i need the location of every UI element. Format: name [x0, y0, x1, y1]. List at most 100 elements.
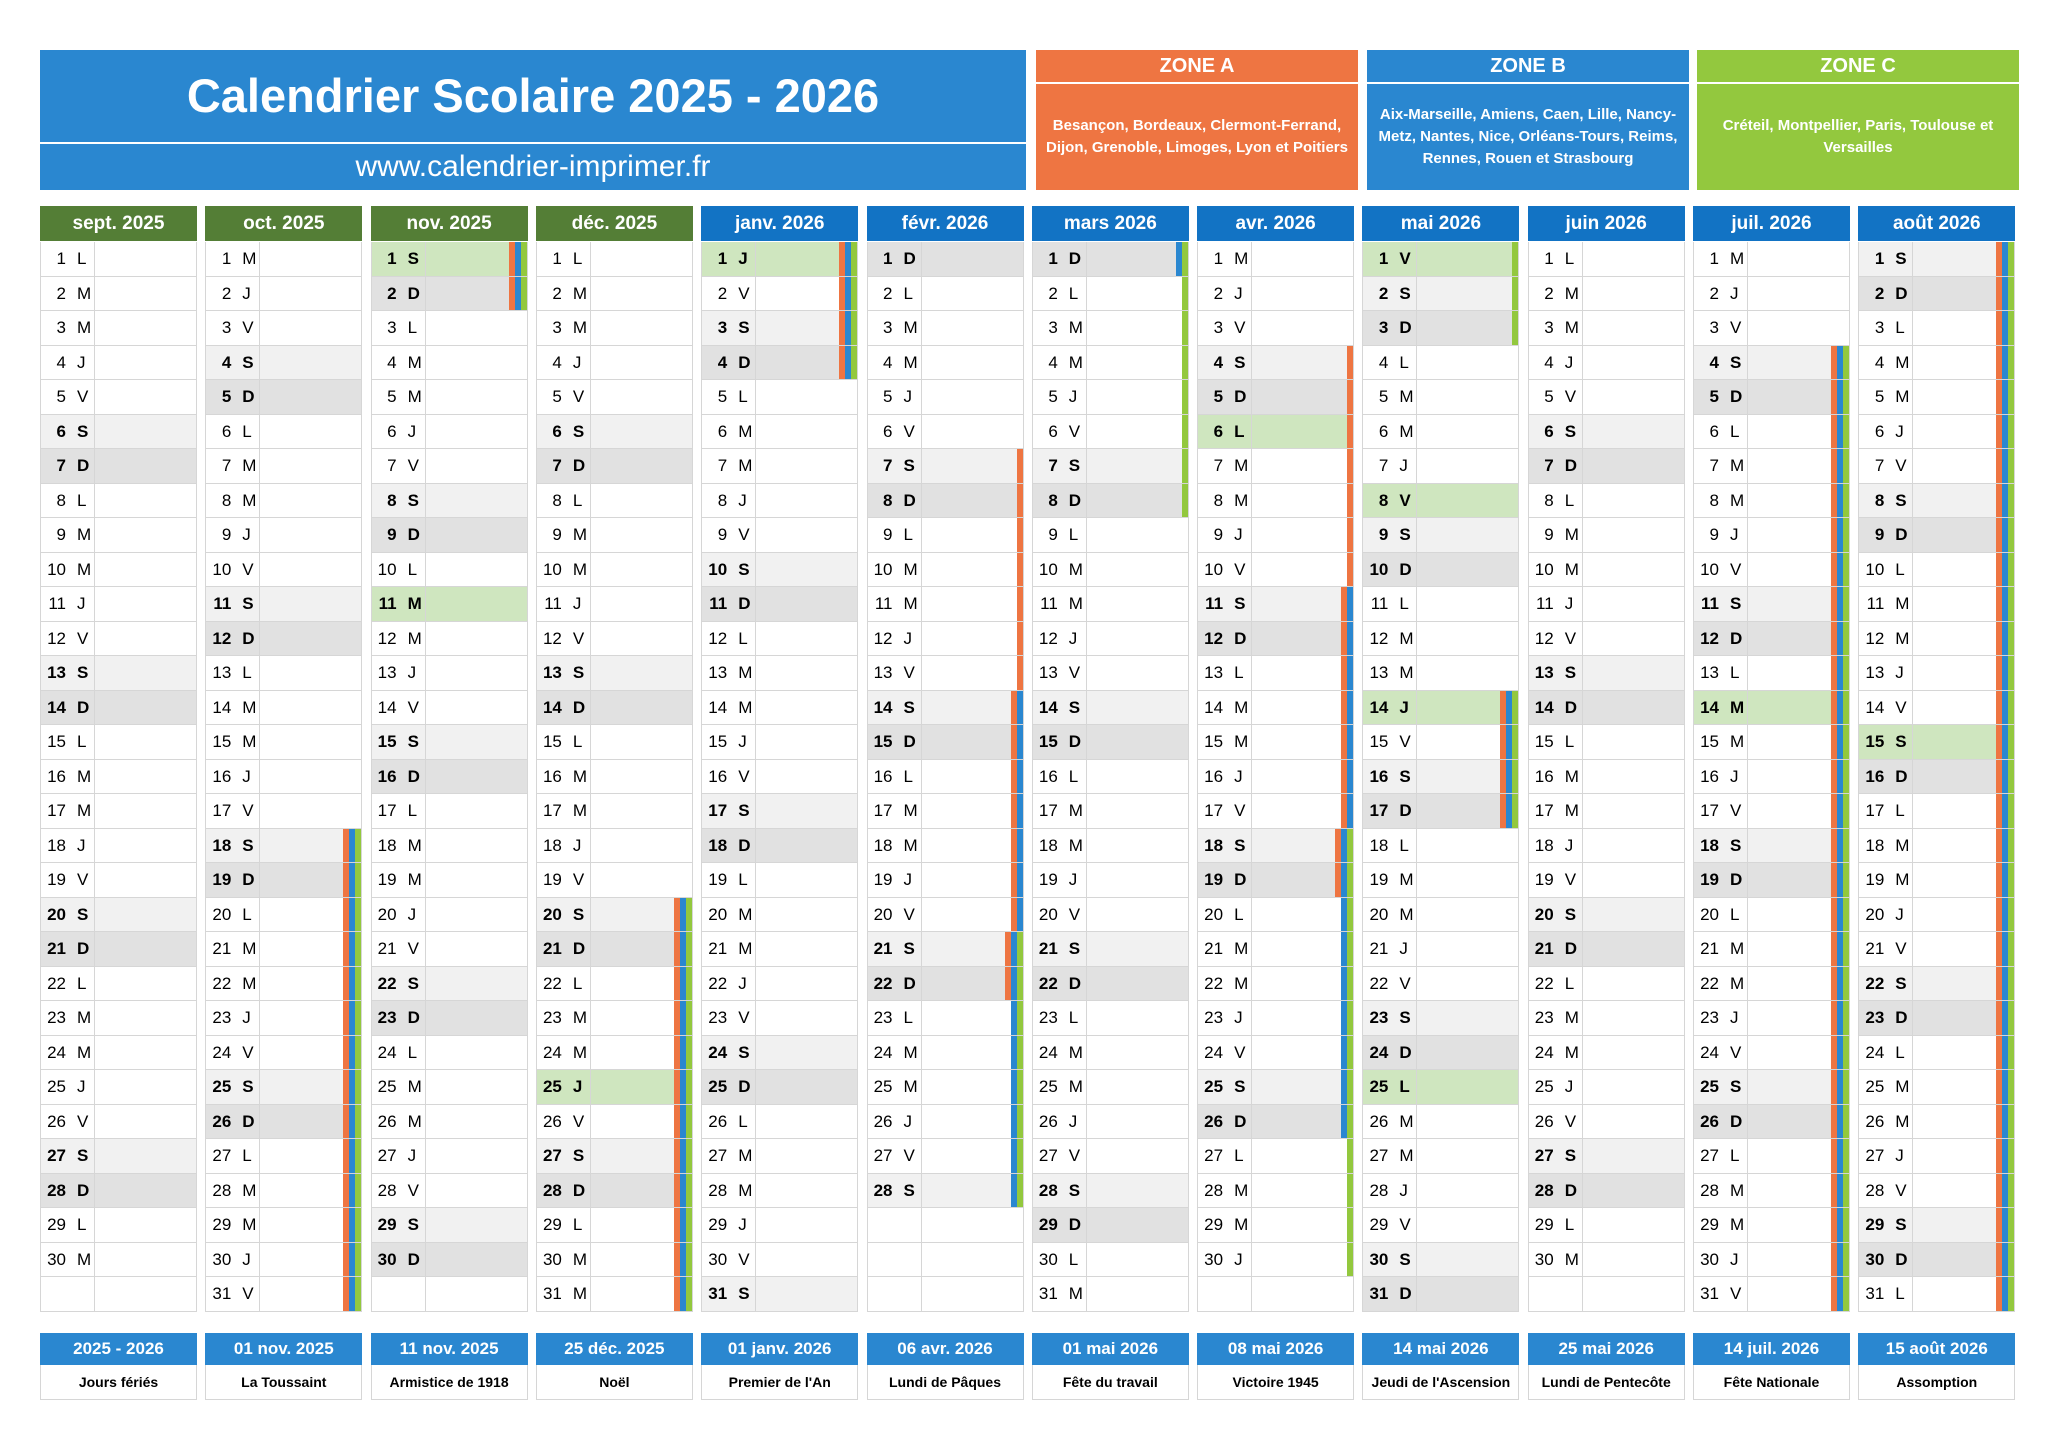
day-number: 1	[1544, 249, 1554, 268]
cell-divider	[589, 1070, 591, 1104]
day-cell: 22 L	[535, 966, 693, 1001]
day-letter: V	[1564, 628, 1577, 648]
day-letter: S	[1399, 1249, 1411, 1269]
cell-divider	[1085, 518, 1087, 552]
day-letter: M	[1895, 594, 1910, 613]
day-number: 30	[1865, 1249, 1885, 1269]
zone-c-vacation-bar	[1347, 1001, 1354, 1035]
day-letter: S	[1895, 732, 1907, 751]
cell-divider	[1251, 863, 1253, 897]
zone-c-vacation-bar	[355, 1242, 362, 1276]
day-letter: V	[242, 318, 254, 337]
day-cell: 25 J	[40, 1070, 197, 1105]
day-cell: 29 D	[1031, 1208, 1189, 1243]
day-number: 13	[1038, 663, 1058, 682]
day-number: 27	[1204, 1146, 1224, 1165]
zone-b-vacation-bar	[2002, 276, 2009, 310]
day-cell: 13 L	[1197, 656, 1355, 691]
zone-b-vacation-bar	[349, 1001, 356, 1035]
cell-divider	[1581, 690, 1583, 724]
day-letter: M	[1068, 594, 1083, 613]
zone-c-cities: Créteil, Montpellier, Paris, Toulouse et…	[1722, 117, 1994, 156]
holiday-item: 06 avr. 2026 Lundi de Pâques	[866, 1333, 1024, 1400]
day-cell: 23 D	[1858, 1001, 2016, 1036]
day-letter: J	[77, 594, 86, 613]
zone-a-vacation-bar	[1996, 1139, 2003, 1173]
day-letter: D	[903, 973, 916, 993]
day-cell: 25 M	[866, 1070, 1024, 1105]
cell-divider	[1251, 1208, 1253, 1242]
day-number: 11	[213, 594, 232, 613]
cell-divider	[920, 863, 922, 897]
day-letter: S	[1068, 456, 1081, 475]
zone-c-vacation-bar	[2008, 1001, 2015, 1035]
zone-b-vacation-bar	[679, 1173, 686, 1207]
day-letter: D	[1234, 1111, 1247, 1131]
cell-divider	[1581, 1277, 1583, 1311]
cell-divider	[94, 932, 95, 966]
zone-c-vacation-bar	[1512, 794, 1519, 828]
day-cell: 25 M	[1031, 1070, 1189, 1105]
zone-b-vacation-bar	[1010, 1070, 1017, 1104]
cell-divider	[259, 552, 261, 586]
cell-divider	[1416, 966, 1418, 1000]
zone-c-vacation-bar	[355, 1001, 362, 1035]
zone-a-vacation-bar	[1831, 690, 1837, 724]
day-number: 4	[1874, 352, 1885, 372]
cell-divider	[1085, 1104, 1087, 1138]
zone-b-vacation-bar	[845, 242, 852, 276]
day-number: 2	[552, 283, 562, 303]
day-number: 28	[212, 1180, 232, 1200]
cell-divider	[424, 1035, 426, 1069]
zone-a-vacation-bar	[1831, 1001, 1837, 1035]
day-cell: 16 M	[1527, 759, 1685, 794]
month-column: nov. 2025	[370, 206, 528, 241]
day-number: 2	[56, 283, 66, 303]
zone-a-vacation-bar	[673, 932, 680, 966]
day-cell: 26 M	[1362, 1104, 1520, 1139]
day-number: 15	[542, 732, 562, 751]
day-number: 23	[873, 1008, 893, 1027]
day-letter: D	[407, 1008, 420, 1027]
day-number: 20	[873, 904, 893, 924]
day-cell: 14 V	[1858, 690, 2016, 725]
day-letter: D	[1895, 1249, 1908, 1269]
website-link[interactable]: www.calendrier-imprimer.fr	[355, 150, 711, 183]
day-letter: S	[77, 663, 89, 682]
day-cell: 17 L	[370, 794, 528, 829]
month-column: avr. 2026	[1197, 206, 1355, 241]
day-letter: D	[738, 835, 751, 855]
zone-a-vacation-bar	[1347, 345, 1354, 379]
day-cell: 17 V	[1197, 794, 1355, 829]
zone-a-vacation-bar	[1996, 1001, 2003, 1035]
day-letter: M	[1564, 283, 1579, 303]
zone-c-vacation-bar	[1016, 966, 1023, 1000]
day-letter: M	[1564, 318, 1579, 337]
day-letter: M	[1730, 456, 1745, 475]
day-number: 2	[1213, 283, 1224, 303]
cell-divider	[259, 311, 261, 345]
day-number: 21	[1038, 939, 1058, 958]
zone-a-vacation-bar	[1831, 380, 1837, 414]
zone-c-vacation-bar	[1843, 794, 1849, 828]
day-letter: V	[1234, 318, 1246, 337]
day-letter: V	[1730, 1284, 1742, 1303]
cell-divider	[1085, 345, 1087, 379]
zone-c-vacation-bar	[2008, 483, 2015, 517]
zone-b-vacation-bar	[1347, 656, 1354, 690]
day-number: 27	[212, 1146, 232, 1165]
zone-b-vacation-bar	[2002, 1035, 2009, 1069]
cell-divider	[589, 242, 591, 276]
cell-divider	[424, 863, 426, 897]
day-number: 10	[1700, 559, 1719, 579]
